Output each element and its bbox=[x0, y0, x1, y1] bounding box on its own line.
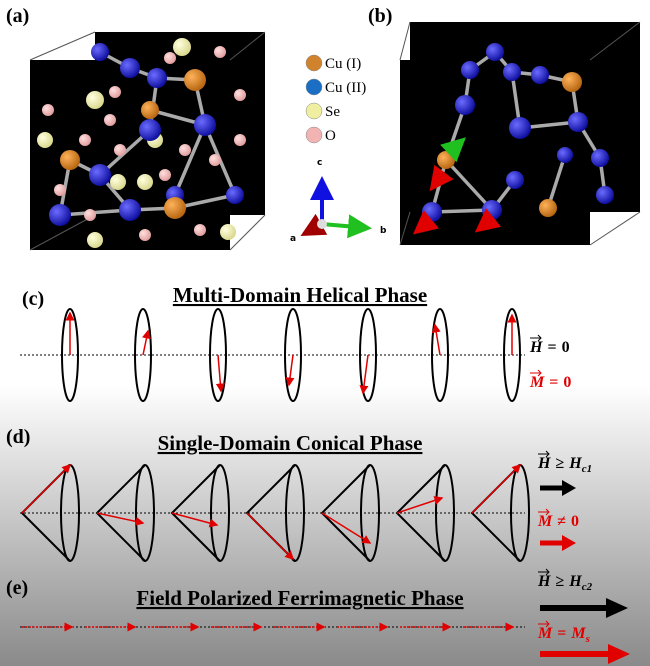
formula-part: M bbox=[537, 625, 553, 642]
legend-swatch bbox=[306, 103, 322, 119]
formula-part: = bbox=[549, 374, 558, 391]
formula-part: = bbox=[547, 339, 556, 356]
legend-label: O bbox=[325, 128, 336, 144]
panel-label: (d) bbox=[6, 426, 30, 448]
formula-part: H bbox=[568, 455, 582, 472]
formula-part: ≥ bbox=[555, 455, 564, 472]
figure: c b a Cu (I) Cu (II) Se O (a) (b) (c) (d) (… bbox=[0, 0, 650, 666]
formula-part: M bbox=[570, 625, 586, 642]
formula: M≠ 0 bbox=[537, 513, 579, 530]
formula-part: H bbox=[537, 455, 551, 472]
legend: Cu (I) Cu (II) Se O bbox=[306, 55, 366, 144]
axis-label: c bbox=[317, 158, 322, 168]
spin-arrow bbox=[435, 325, 440, 355]
background bbox=[0, 385, 650, 666]
panel-title: Field Polarized Ferrimagnetic Phase bbox=[136, 586, 463, 610]
spin-arrow bbox=[289, 355, 293, 385]
panel-title: Multi-Domain Helical Phase bbox=[173, 283, 427, 307]
legend-swatch bbox=[306, 55, 322, 71]
formula-part: ≥ bbox=[555, 573, 564, 590]
formula-part: 0 bbox=[563, 374, 571, 391]
legend-swatch bbox=[306, 127, 322, 143]
formula-part: 0 bbox=[571, 513, 579, 530]
panel-label: (b) bbox=[368, 5, 392, 27]
formula-part: H bbox=[537, 573, 551, 590]
formula: H= 0 bbox=[529, 339, 570, 356]
axis-triad bbox=[304, 180, 368, 234]
spin-arrow bbox=[143, 331, 148, 355]
legend-swatch bbox=[306, 79, 322, 95]
axis-label: a bbox=[290, 234, 296, 244]
formula-part: c2 bbox=[582, 581, 593, 593]
axis-label: b bbox=[380, 226, 387, 236]
legend-label: Cu (II) bbox=[325, 80, 366, 96]
panel-label: (e) bbox=[6, 577, 28, 599]
formula-part: ≠ bbox=[557, 513, 566, 530]
formula-part: M bbox=[529, 374, 545, 391]
formula-part: s bbox=[585, 633, 590, 645]
formula-part: M bbox=[537, 513, 553, 530]
formula-part: H bbox=[529, 339, 543, 356]
panel-label: (c) bbox=[22, 288, 44, 310]
legend-label: Se bbox=[325, 104, 340, 120]
panel-label: (a) bbox=[6, 5, 29, 27]
formula-part: 0 bbox=[562, 339, 570, 356]
legend-label: Cu (I) bbox=[325, 56, 361, 72]
formula: M= 0 bbox=[529, 374, 571, 391]
formula-part: H bbox=[568, 573, 582, 590]
formula-part: = bbox=[557, 625, 566, 642]
panel-title: Single-Domain Conical Phase bbox=[158, 431, 423, 455]
formula-part: c1 bbox=[582, 463, 592, 475]
